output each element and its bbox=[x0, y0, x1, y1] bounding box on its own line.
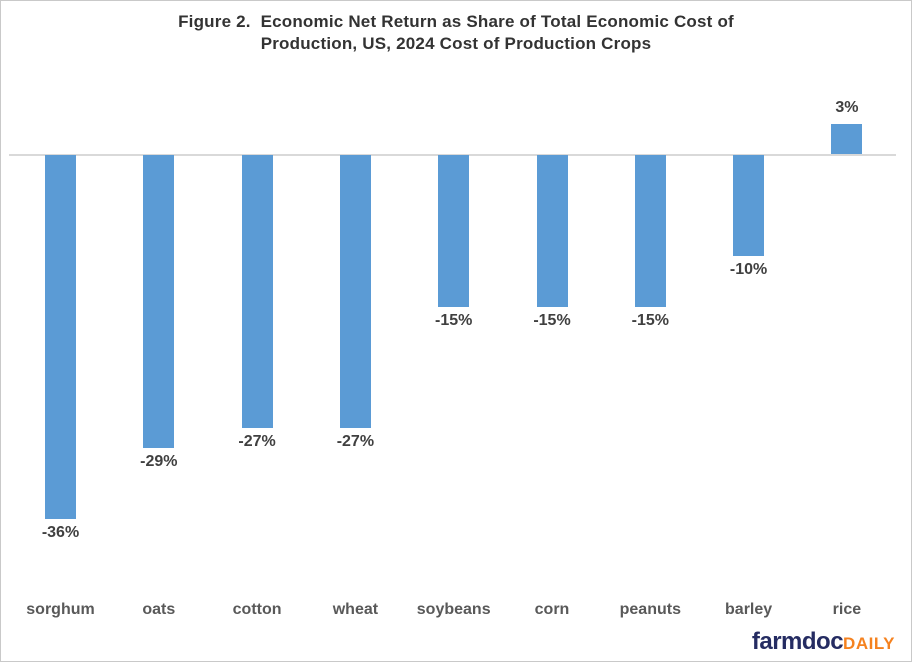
bar-soybeans bbox=[438, 155, 470, 307]
category-label-cotton: cotton bbox=[232, 601, 282, 618]
bar-rice bbox=[831, 124, 863, 154]
bar-wheat bbox=[339, 155, 371, 428]
brand-daily-text: DAILY bbox=[843, 634, 895, 653]
category-label-corn: corn bbox=[534, 601, 570, 618]
value-label-cotton: -27% bbox=[238, 433, 276, 450]
brand-farmdoc-text: farmdoc bbox=[751, 628, 844, 655]
value-label-rice: 3% bbox=[835, 99, 859, 116]
category-label-oats: oats bbox=[142, 601, 176, 618]
category-label-barley: barley bbox=[725, 601, 773, 618]
value-label-soybeans: -15% bbox=[435, 312, 473, 329]
bar-corn bbox=[536, 155, 568, 307]
value-label-barley: -10% bbox=[729, 261, 768, 278]
value-label-corn: -15% bbox=[533, 312, 571, 329]
chart-title: Figure 2. Economic Net Return as Share o… bbox=[1, 11, 911, 55]
category-label-soybeans: soybeans bbox=[416, 601, 491, 618]
value-label-peanuts: -15% bbox=[631, 312, 669, 329]
bar-cotton bbox=[241, 155, 273, 428]
category-label-wheat: wheat bbox=[332, 601, 379, 618]
farmdoc-daily-logo: farmdoc DAILY bbox=[752, 628, 895, 656]
category-label-rice: rice bbox=[832, 601, 862, 618]
bar-peanuts bbox=[634, 155, 666, 307]
value-label-oats: -29% bbox=[140, 453, 178, 470]
value-label-sorghum: -36% bbox=[41, 524, 80, 541]
category-label-peanuts: peanuts bbox=[619, 601, 681, 618]
bar-sorghum bbox=[45, 155, 76, 519]
bar-oats bbox=[143, 155, 175, 448]
bar-barley bbox=[733, 155, 765, 256]
value-label-wheat: -27% bbox=[336, 433, 375, 450]
chart-title-line-2: Production, US, 2024 Cost of Production … bbox=[260, 34, 652, 53]
category-label-sorghum: sorghum bbox=[26, 601, 95, 618]
chart-title-line-1: Figure 2. Economic Net Return as Share o… bbox=[178, 12, 734, 31]
